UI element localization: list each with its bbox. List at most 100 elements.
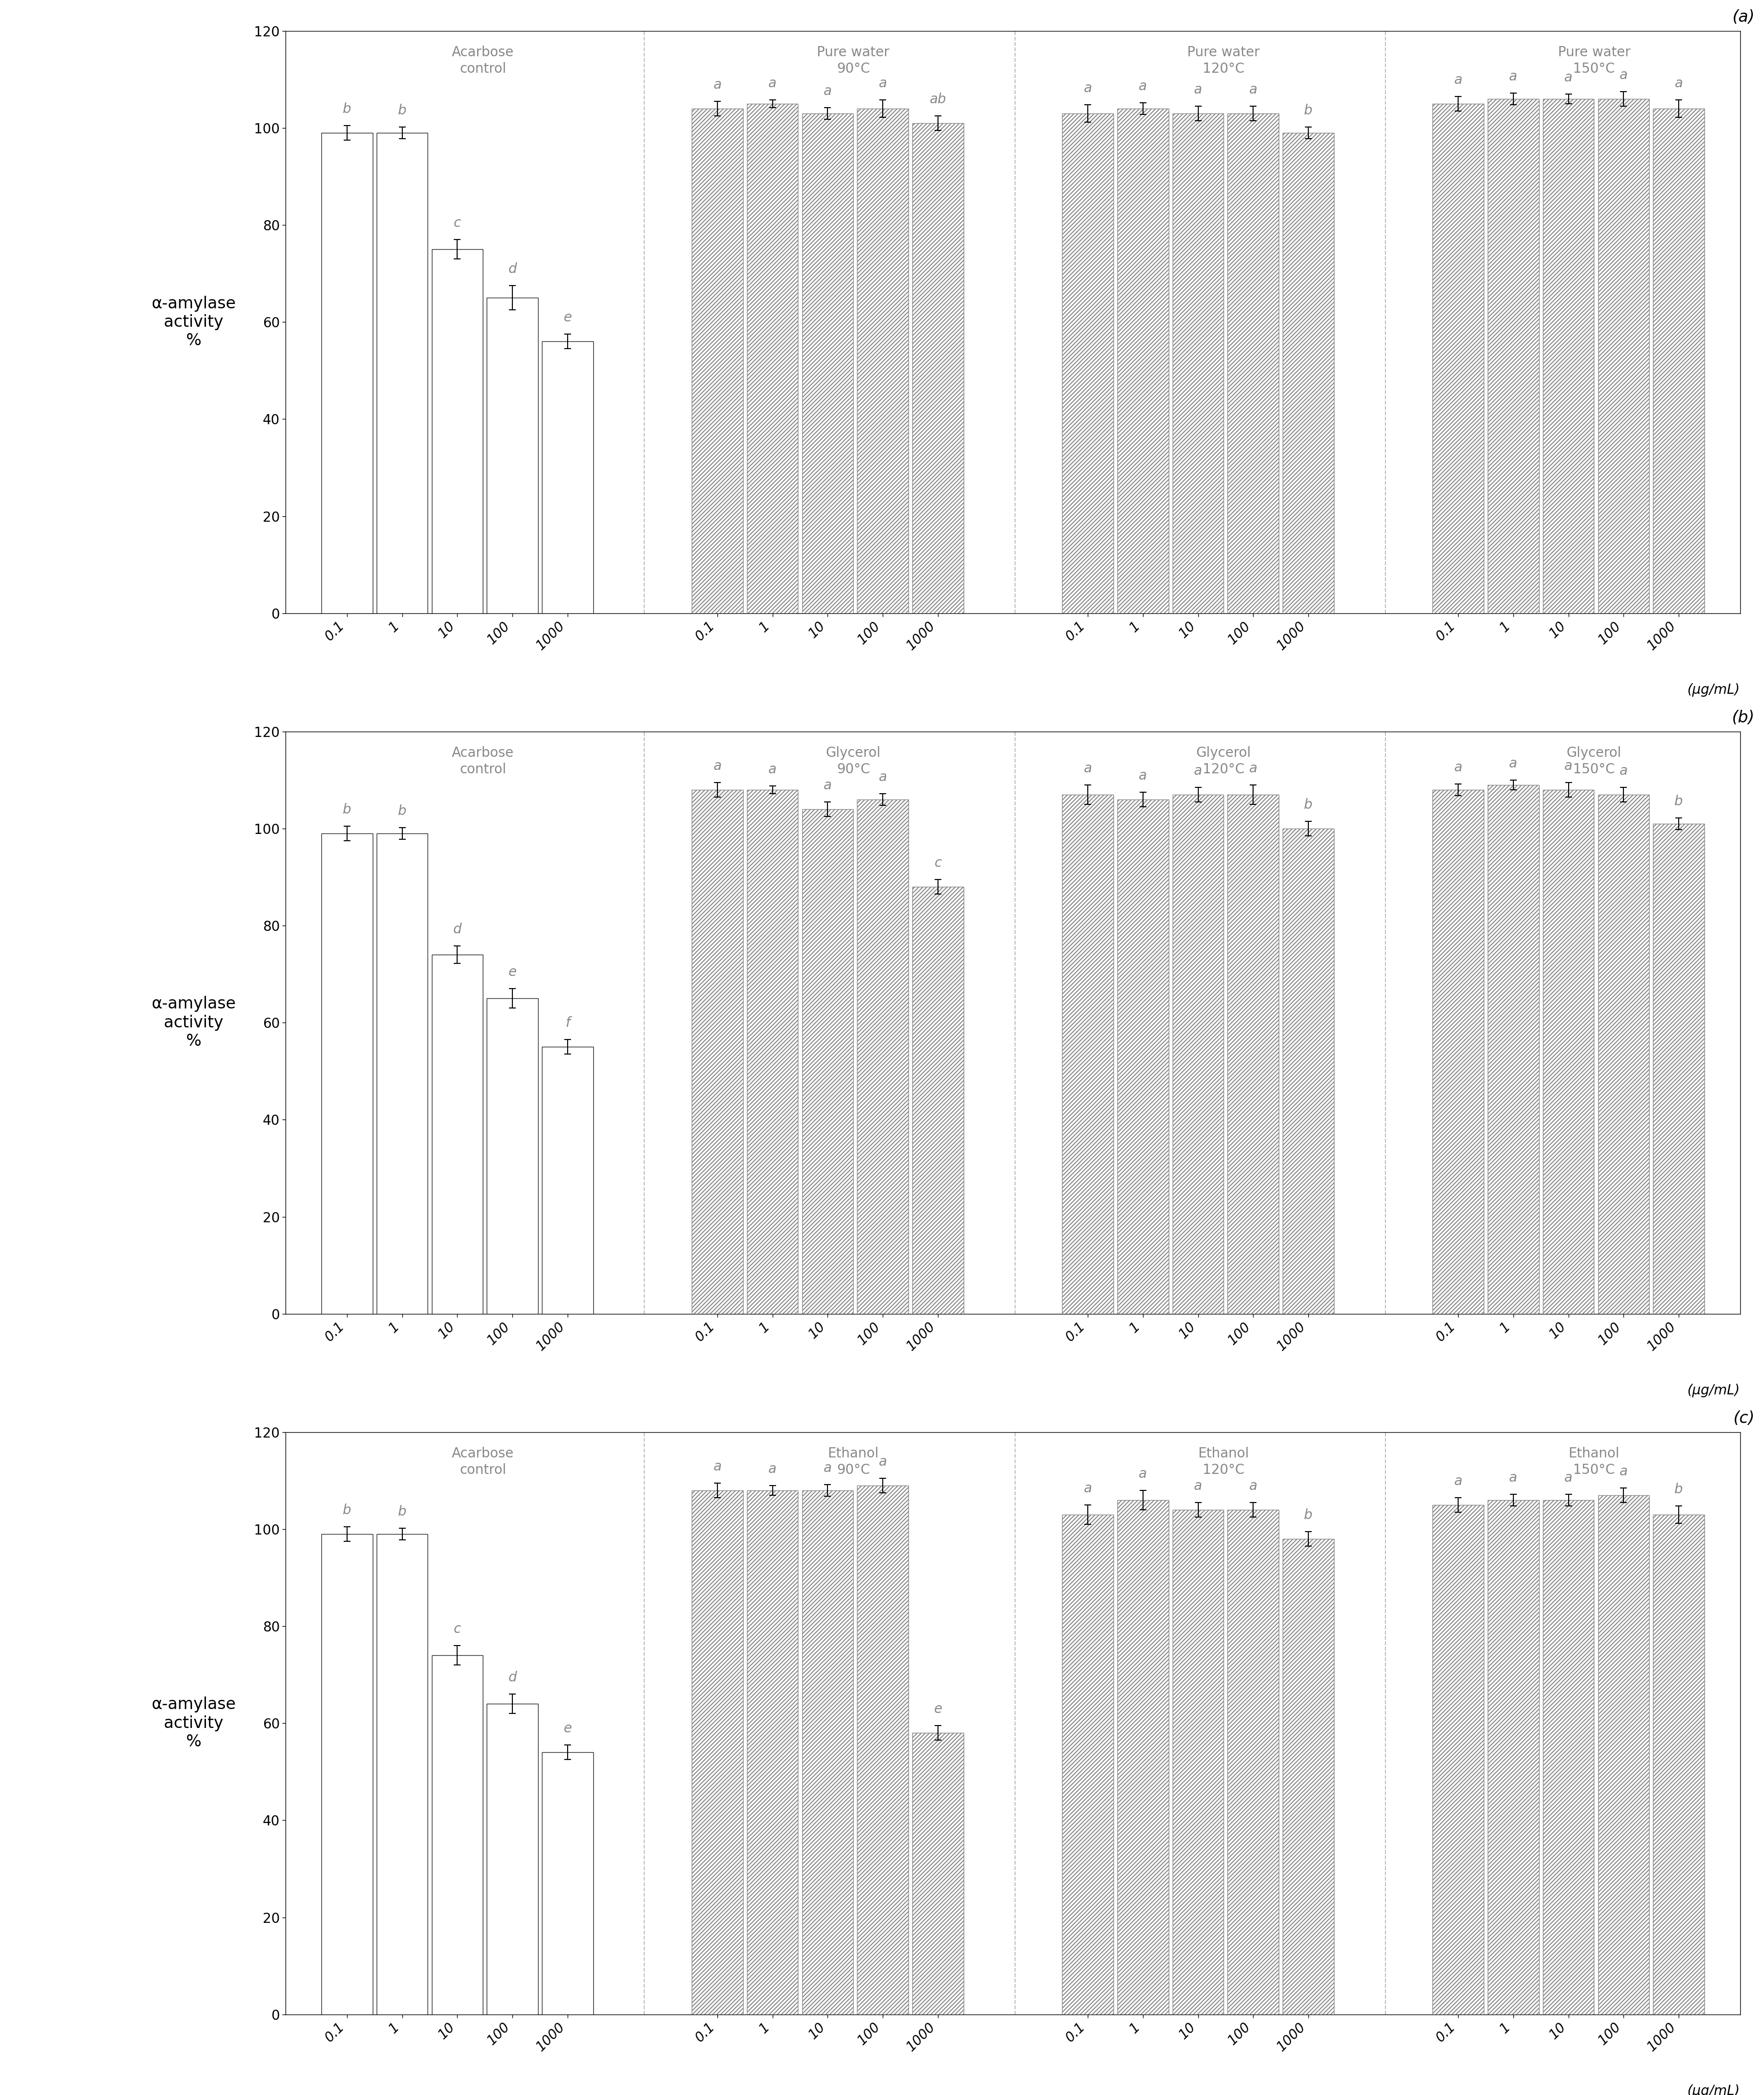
Text: a: a: [1083, 1481, 1092, 1496]
Bar: [321, 1534, 372, 2015]
Bar: [1544, 1500, 1595, 2015]
Bar: [1117, 1500, 1168, 2015]
Text: (μg/mL): (μg/mL): [1688, 1383, 1741, 1397]
Text: ab: ab: [930, 92, 947, 107]
Bar: [857, 109, 908, 614]
Bar: [376, 834, 427, 1314]
Text: a: a: [1249, 760, 1258, 775]
Bar: [1432, 103, 1484, 614]
Bar: [803, 809, 854, 1314]
Bar: [1432, 790, 1484, 1314]
Text: a: a: [824, 84, 833, 98]
Text: a: a: [1140, 80, 1147, 92]
Text: a: a: [1454, 1475, 1462, 1487]
Bar: [487, 999, 538, 1314]
Text: b: b: [399, 103, 406, 117]
Text: c: c: [453, 1622, 460, 1636]
Bar: [803, 1490, 854, 2015]
Bar: [691, 109, 743, 614]
Text: a: a: [878, 1454, 887, 1469]
Bar: [1598, 1496, 1649, 2015]
Text: a: a: [878, 78, 887, 90]
Text: a: a: [1674, 78, 1683, 90]
Bar: [691, 1490, 743, 2015]
Bar: [912, 1733, 963, 2015]
Bar: [376, 1534, 427, 2015]
Text: Acarbose
control: Acarbose control: [452, 1446, 513, 1477]
Y-axis label: α-amylase
activity
%: α-amylase activity %: [152, 995, 236, 1050]
Y-axis label: α-amylase
activity
%: α-amylase activity %: [152, 1697, 236, 1749]
Bar: [1432, 1504, 1484, 2015]
Text: a: a: [1565, 1471, 1572, 1485]
Bar: [857, 800, 908, 1314]
Text: a: a: [1619, 765, 1628, 777]
Text: a: a: [1140, 1466, 1147, 1481]
Text: a: a: [1140, 769, 1147, 781]
Bar: [1228, 794, 1279, 1314]
Text: a: a: [1565, 758, 1572, 773]
Text: b: b: [399, 804, 406, 817]
Bar: [1544, 790, 1595, 1314]
Bar: [321, 834, 372, 1314]
Text: Pure water
90°C: Pure water 90°C: [817, 46, 889, 75]
Bar: [1598, 98, 1649, 614]
Text: a: a: [1510, 69, 1517, 84]
Text: a: a: [713, 758, 721, 773]
Text: a: a: [1565, 71, 1572, 84]
Bar: [1062, 113, 1113, 614]
Text: a: a: [769, 1462, 776, 1475]
Bar: [1173, 1510, 1224, 2015]
Text: b: b: [1304, 103, 1312, 117]
Text: a: a: [1083, 760, 1092, 775]
Bar: [1487, 1500, 1538, 2015]
Text: b: b: [342, 802, 351, 817]
Bar: [1598, 794, 1649, 1314]
Bar: [1117, 109, 1168, 614]
Bar: [1117, 800, 1168, 1314]
Bar: [432, 955, 483, 1314]
Text: a: a: [1194, 1479, 1203, 1492]
Bar: [1282, 1538, 1334, 2015]
Text: a: a: [1510, 1471, 1517, 1485]
Bar: [1282, 828, 1334, 1314]
Text: a: a: [1454, 760, 1462, 775]
Text: Glycerol
90°C: Glycerol 90°C: [826, 746, 880, 777]
Text: Pure water
120°C: Pure water 120°C: [1187, 46, 1259, 75]
Text: a: a: [1619, 1464, 1628, 1479]
Bar: [746, 103, 797, 614]
Text: b: b: [342, 1504, 351, 1517]
Bar: [1487, 98, 1538, 614]
Text: a: a: [1249, 1479, 1258, 1492]
Text: a: a: [878, 771, 887, 784]
Text: a: a: [769, 78, 776, 90]
Bar: [432, 249, 483, 614]
Bar: [1487, 786, 1538, 1314]
Bar: [542, 1048, 593, 1314]
Text: d: d: [508, 1672, 517, 1684]
Y-axis label: α-amylase
activity
%: α-amylase activity %: [152, 295, 236, 348]
Text: Ethanol
90°C: Ethanol 90°C: [827, 1446, 878, 1477]
Text: b: b: [399, 1504, 406, 1519]
Text: (b): (b): [1732, 710, 1755, 725]
Bar: [803, 113, 854, 614]
Text: b: b: [1674, 1483, 1683, 1496]
Bar: [321, 132, 372, 614]
Text: a: a: [1194, 765, 1203, 777]
Text: a: a: [1510, 756, 1517, 771]
Bar: [1282, 132, 1334, 614]
Text: a: a: [824, 1460, 833, 1475]
Bar: [1173, 794, 1224, 1314]
Text: a: a: [713, 78, 721, 92]
Bar: [487, 1703, 538, 2015]
Text: b: b: [1304, 798, 1312, 811]
Text: Acarbose
control: Acarbose control: [452, 746, 513, 777]
Bar: [542, 1751, 593, 2015]
Text: (μg/mL): (μg/mL): [1688, 683, 1741, 698]
Bar: [1653, 1515, 1704, 2015]
Bar: [432, 1655, 483, 2015]
Bar: [746, 790, 797, 1314]
Text: c: c: [935, 857, 942, 869]
Bar: [1228, 1510, 1279, 2015]
Text: a: a: [1083, 82, 1092, 94]
Bar: [1173, 113, 1224, 614]
